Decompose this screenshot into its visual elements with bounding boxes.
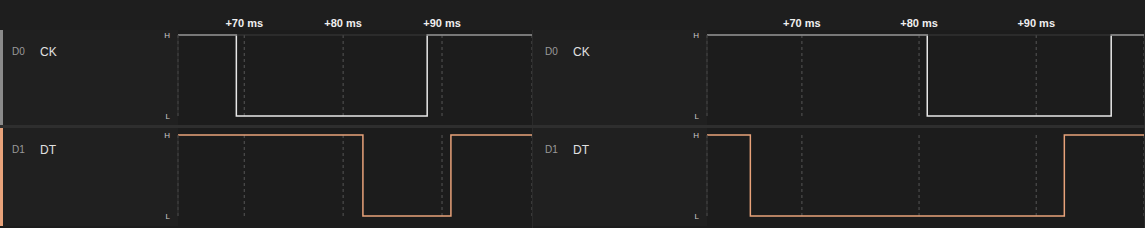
html-text:CK: CK [573,45,590,59]
svg-text:+80 ms: +80 ms [900,17,938,29]
html-text:D0: D0 [12,46,25,57]
svg-text:+90 ms: +90 ms [423,17,461,29]
svg-text:L: L [166,112,171,121]
svg-text:L: L [695,112,700,121]
svg-text:+70 ms: +70 ms [225,17,263,29]
html-text:CK: CK [40,45,57,59]
svg-text:+90 ms: +90 ms [1017,17,1055,29]
svg-text:L: L [695,212,700,221]
svg-text:+70 ms: +70 ms [783,17,821,29]
html-text:D1: D1 [545,144,558,155]
svg-text:H: H [693,31,699,40]
html-text:D1: D1 [12,144,25,155]
html-text:D0: D0 [545,46,558,57]
svg-text:H: H [164,131,170,140]
html-text:DT: DT [573,143,589,157]
svg-text:L: L [166,212,171,221]
svg-text:+80 ms: +80 ms [324,17,362,29]
svg-text:H: H [164,31,170,40]
svg-text:H: H [693,131,699,140]
html-text:DT: DT [40,143,56,157]
